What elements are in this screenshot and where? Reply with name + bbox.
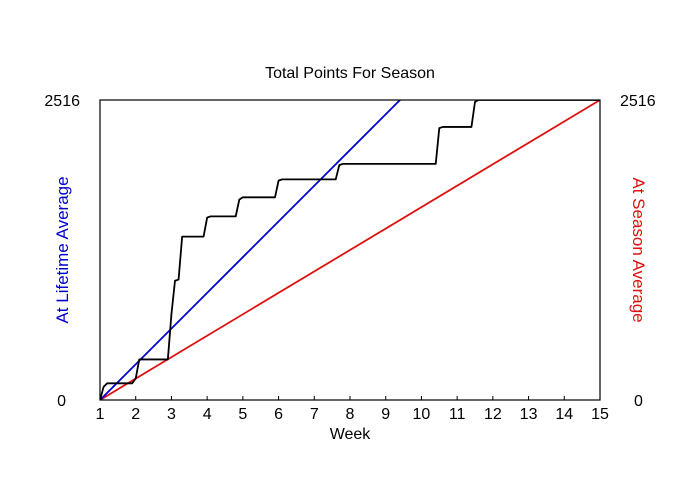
y-right-tick-max: 2516 [620, 93, 656, 110]
y-left-tick-min: 0 [57, 393, 66, 410]
x-tick-label: 11 [449, 406, 466, 423]
series-layer [100, 100, 600, 400]
chart-title: Total Points For Season [265, 65, 435, 82]
y-axis-label-right: At Season Average [629, 177, 648, 322]
x-tick-label: 14 [555, 406, 573, 423]
x-tick-label: 5 [238, 406, 247, 423]
x-tick-label: 2 [131, 406, 140, 423]
x-tick-label: 4 [203, 406, 212, 423]
series-line-season [100, 100, 600, 400]
x-tick-label: 15 [591, 406, 609, 423]
x-axis-ticks: 1 2 3 4 5 6 7 8 9 10 11 12 13 14 15 [96, 396, 609, 423]
x-tick-label: 6 [274, 406, 283, 423]
series-line-actual [100, 100, 600, 400]
x-tick-label: 12 [484, 406, 502, 423]
x-tick-label: 7 [310, 406, 319, 423]
x-tick-label: 1 [96, 406, 105, 423]
y-axis-label-left: At Lifetime Average [53, 176, 72, 323]
x-tick-label: 10 [413, 406, 431, 423]
x-tick-label: 8 [346, 406, 355, 423]
x-tick-label: 3 [167, 406, 176, 423]
x-tick-label: 13 [520, 406, 538, 423]
series-line-lifetime [100, 100, 401, 400]
x-axis-label: Week [330, 426, 372, 443]
y-left-tick-max: 2516 [44, 93, 80, 110]
x-tick-label: 9 [381, 406, 390, 423]
y-right-tick-min: 0 [634, 393, 643, 410]
